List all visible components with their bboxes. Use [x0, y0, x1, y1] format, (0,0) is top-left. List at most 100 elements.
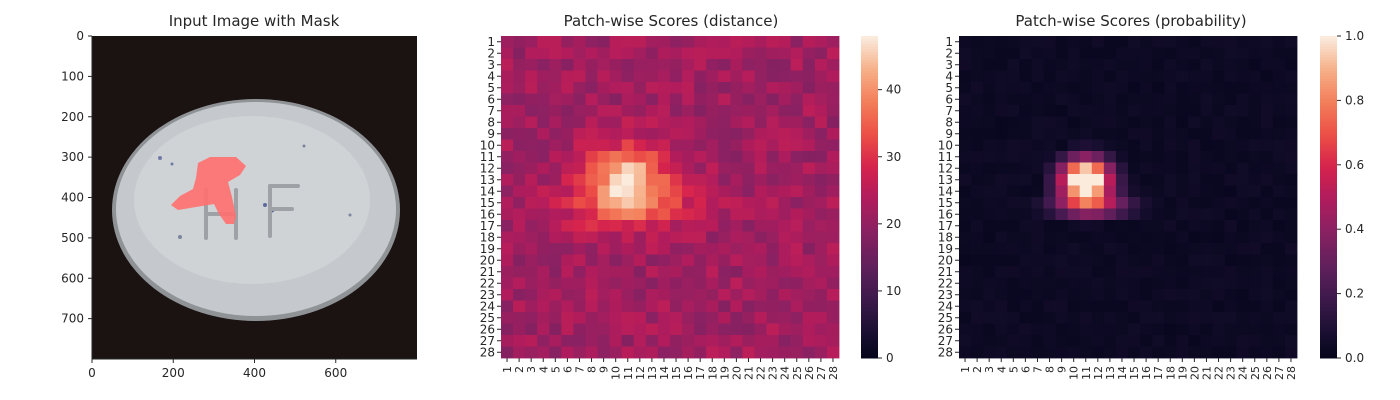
heatmap-cell — [609, 243, 623, 255]
heatmap-cell — [1164, 151, 1177, 163]
colorbar-segment — [1320, 167, 1337, 171]
heatmap-cell — [501, 174, 514, 186]
heatmap-cell — [983, 323, 996, 336]
heatmap-cell — [513, 116, 526, 129]
heatmap-cell — [1079, 197, 1093, 209]
heatmap-cell — [1031, 312, 1044, 324]
heatmap-cell — [1055, 174, 1069, 186]
heatmap-cell — [959, 231, 972, 244]
x-tick-label: 600 — [324, 366, 347, 380]
heatmap-cell — [1260, 185, 1274, 198]
colorbar-segment — [861, 253, 878, 257]
heatmap-cell — [1200, 116, 1213, 129]
heatmap-cell — [1043, 289, 1056, 301]
heatmap-cell — [670, 93, 683, 106]
heatmap-cell — [694, 93, 707, 106]
heatmap-cell — [959, 162, 972, 175]
heatmap-cell — [585, 231, 598, 244]
heatmap-cell — [1103, 70, 1117, 83]
heatmap-cell — [1248, 174, 1262, 186]
heatmap-cell — [573, 93, 586, 106]
colorbar-segment — [1320, 312, 1337, 316]
heatmap-cell — [609, 231, 623, 244]
heatmap-cell — [826, 266, 840, 278]
heatmap-cell — [1152, 220, 1165, 232]
colorbar-segment — [1320, 293, 1337, 297]
heatmap-cell — [645, 82, 659, 94]
y-tick-label: 13 — [480, 173, 495, 187]
heatmap-cell — [1007, 254, 1020, 267]
colorbar-segment — [1320, 111, 1337, 115]
heatmap-cell — [1140, 254, 1153, 267]
heatmap-cell — [826, 105, 840, 117]
heatmap-cell — [621, 59, 635, 71]
heatmap-cell — [585, 323, 598, 336]
heatmap-cell — [706, 346, 719, 359]
heatmap-cell — [778, 208, 792, 221]
heatmap-cell — [1236, 162, 1250, 175]
heatmap-cell — [682, 47, 695, 60]
heatmap-cell — [1164, 231, 1177, 244]
heatmap-cell — [609, 312, 623, 324]
heatmap-cell — [1043, 208, 1056, 221]
heatmap-cell — [1164, 243, 1177, 255]
heatmap-cell — [513, 335, 526, 347]
heatmap-cell — [983, 346, 996, 359]
heatmap-cell — [1128, 323, 1141, 336]
heatmap-cell — [597, 289, 611, 301]
heatmap-cell — [802, 254, 816, 267]
heatmap-cell — [1224, 312, 1238, 324]
heatmap-cell — [1103, 220, 1117, 232]
colorbar-segment — [861, 282, 878, 287]
heatmap-cell — [971, 105, 984, 117]
heatmap-cell — [1019, 151, 1032, 163]
heatmap-cell — [549, 231, 562, 244]
heatmap-cell — [633, 243, 647, 255]
heatmap-cell — [1128, 70, 1141, 83]
heatmap-cell — [971, 116, 984, 129]
heatmap-cell — [1152, 70, 1165, 83]
heatmap-cell — [1019, 300, 1032, 313]
heatmap-cell — [1224, 323, 1238, 336]
heatmap-cell — [1103, 312, 1117, 324]
heatmap-cell — [1272, 208, 1286, 221]
heatmap-cell — [1091, 220, 1105, 232]
heatmap-cell — [549, 82, 562, 94]
heatmap-cell — [645, 220, 659, 232]
heatmap-cell — [1079, 47, 1093, 60]
heatmap-cell — [802, 139, 816, 152]
x-tick-label: 14 — [1116, 366, 1129, 380]
x-tick-label: 22 — [1213, 366, 1226, 380]
heatmap-cell — [983, 231, 996, 244]
colorbar-segment — [861, 218, 878, 222]
heatmap-cell — [633, 128, 647, 140]
heatmap-cell — [1007, 185, 1020, 198]
heatmap-cell — [995, 243, 1008, 255]
heatmap-cell — [1188, 36, 1201, 48]
heatmap-cell — [790, 162, 804, 175]
heatmap-cell — [1272, 346, 1286, 359]
heatmap-cell — [1284, 59, 1298, 71]
heatmap-cell — [754, 105, 767, 117]
colorbar-segment — [861, 298, 878, 303]
colorbar-segment — [861, 307, 878, 311]
heatmap-cell — [1043, 174, 1056, 186]
heatmap-cell — [1200, 220, 1213, 232]
y-tick-label: 16 — [480, 207, 495, 221]
heatmap-cell — [754, 82, 767, 94]
heatmap-cell — [959, 128, 972, 140]
heatmap-cell — [633, 312, 647, 324]
y-tick-label: 17 — [480, 219, 495, 233]
heatmap-cell — [1164, 312, 1177, 324]
heatmap-cell — [1091, 266, 1105, 278]
heatmap-cell — [597, 162, 611, 175]
colorbar-segment — [861, 81, 878, 85]
heatmap-cell — [1272, 174, 1286, 186]
heatmap-cell — [959, 208, 972, 221]
heatmap-cell — [826, 139, 840, 152]
heatmap-cell — [1152, 323, 1165, 336]
heatmap-cell — [645, 70, 659, 83]
heatmap-cell — [1260, 312, 1274, 324]
heatmap-cell — [718, 335, 731, 347]
heatmap-cell — [694, 289, 707, 301]
